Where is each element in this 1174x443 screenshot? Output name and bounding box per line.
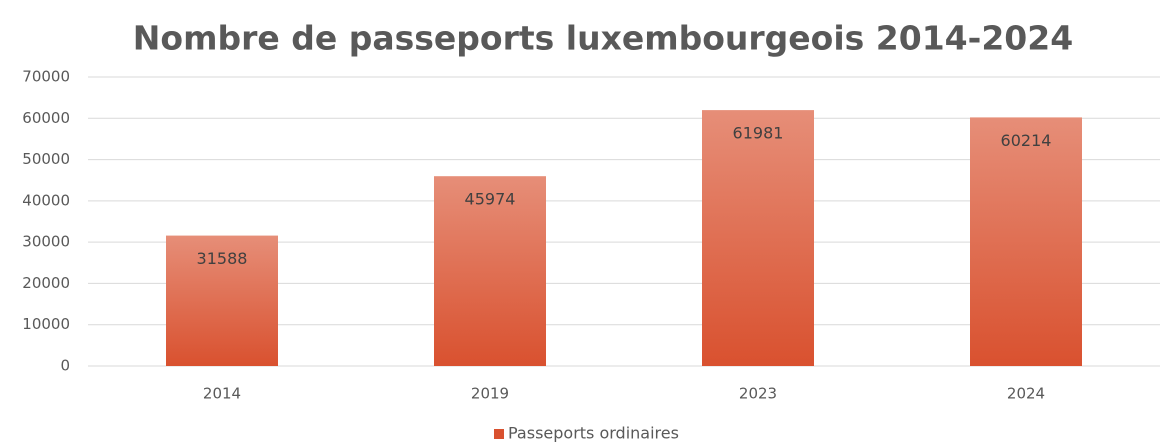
bar bbox=[702, 110, 814, 366]
y-tick-label: 40000 bbox=[22, 191, 70, 209]
y-tick-label: 0 bbox=[60, 357, 70, 375]
bar bbox=[434, 176, 546, 366]
y-tick-label: 20000 bbox=[22, 274, 70, 292]
x-tick-label: 2014 bbox=[203, 385, 241, 403]
data-label: 31588 bbox=[197, 249, 248, 268]
x-tick-label: 2019 bbox=[471, 385, 509, 403]
y-tick-label: 60000 bbox=[22, 109, 70, 127]
bar bbox=[970, 117, 1082, 367]
legend-label: Passeports ordinaires bbox=[508, 424, 679, 443]
y-tick-label: 30000 bbox=[22, 233, 70, 251]
bar bbox=[166, 235, 278, 366]
x-tick-label: 2024 bbox=[1007, 385, 1045, 403]
chart-title: Nombre de passeports luxembourgeois 2014… bbox=[133, 19, 1073, 58]
data-label: 61981 bbox=[733, 124, 784, 143]
x-tick-label: 2023 bbox=[739, 385, 777, 403]
data-label: 45974 bbox=[465, 190, 516, 209]
data-label: 60214 bbox=[1001, 131, 1052, 150]
y-tick-label: 10000 bbox=[22, 315, 70, 333]
y-tick-label: 70000 bbox=[22, 68, 70, 86]
y-tick-label: 50000 bbox=[22, 150, 70, 168]
legend-swatch bbox=[494, 429, 504, 439]
